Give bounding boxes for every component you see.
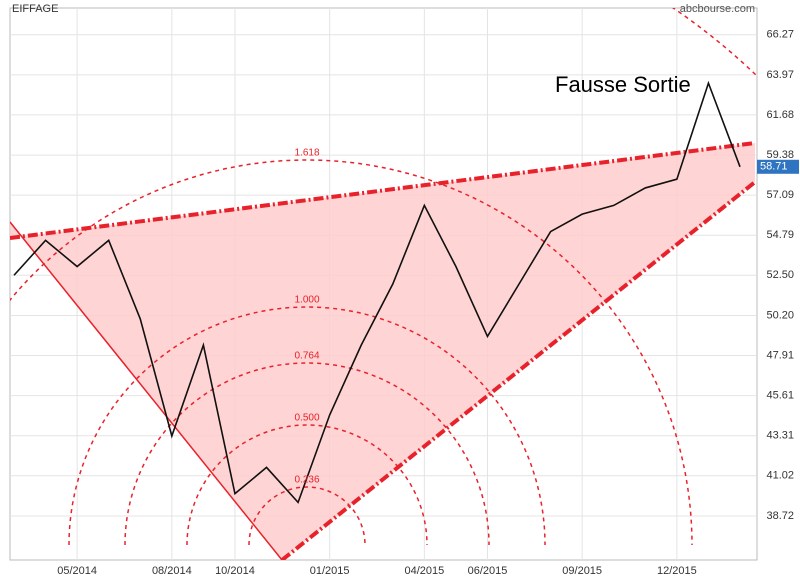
last-price-box bbox=[757, 159, 799, 174]
y-tick-label: 50.20 bbox=[766, 309, 794, 321]
left-trendline bbox=[10, 221, 283, 560]
fib-label: 1.000 bbox=[294, 295, 319, 306]
y-tick-label: 52.50 bbox=[766, 269, 794, 281]
x-tick-label: 04/2015 bbox=[404, 565, 444, 577]
fib-arc bbox=[124, 362, 490, 546]
chart-title: EIFFAGE bbox=[12, 3, 58, 15]
fib-label: 0.236 bbox=[294, 475, 319, 486]
x-tick-label: 09/2015 bbox=[562, 565, 602, 577]
lower-trendline bbox=[280, 180, 757, 560]
fib-arc bbox=[248, 486, 366, 546]
annotations-layer bbox=[10, 8, 757, 560]
x-tick-label: 06/2015 bbox=[468, 565, 508, 577]
price-line bbox=[13, 80, 741, 504]
x-tick-label: 10/2014 bbox=[215, 565, 255, 577]
source: abcbourse.com bbox=[680, 3, 755, 15]
y-tick-label: 61.68 bbox=[766, 109, 794, 121]
x-tick-label: 01/2015 bbox=[310, 565, 350, 577]
y-tick-label: 43.31 bbox=[766, 430, 794, 442]
fib-label: 0.764 bbox=[294, 351, 319, 362]
y-tick-label: 38.72 bbox=[766, 510, 794, 522]
upper-trendline bbox=[10, 141, 756, 240]
y-tick-label: 47.91 bbox=[766, 349, 794, 361]
y-tick-label: 54.79 bbox=[766, 229, 794, 241]
annotation: Fausse Sortie bbox=[555, 72, 691, 97]
y-tick-label: 59.38 bbox=[766, 149, 794, 161]
x-tick-label: 05/2014 bbox=[57, 565, 97, 577]
x-tick-label: 08/2014 bbox=[152, 565, 192, 577]
x-tick-label: 12/2015 bbox=[657, 565, 697, 577]
fib-label: 1.618 bbox=[294, 148, 319, 159]
fib-arc bbox=[186, 424, 428, 546]
y-tick-label: 66.27 bbox=[766, 29, 794, 41]
fib-arc bbox=[10, 159, 693, 546]
fib-label: 0.500 bbox=[294, 413, 319, 424]
y-tick-label: 45.61 bbox=[766, 390, 794, 402]
wedge-fill bbox=[10, 143, 755, 560]
y-tick-label: 57.09 bbox=[766, 189, 794, 201]
last-price-label: 58.71 bbox=[760, 161, 788, 173]
y-tick-label: 41.02 bbox=[766, 470, 794, 482]
y-tick-label: 63.97 bbox=[766, 69, 794, 81]
